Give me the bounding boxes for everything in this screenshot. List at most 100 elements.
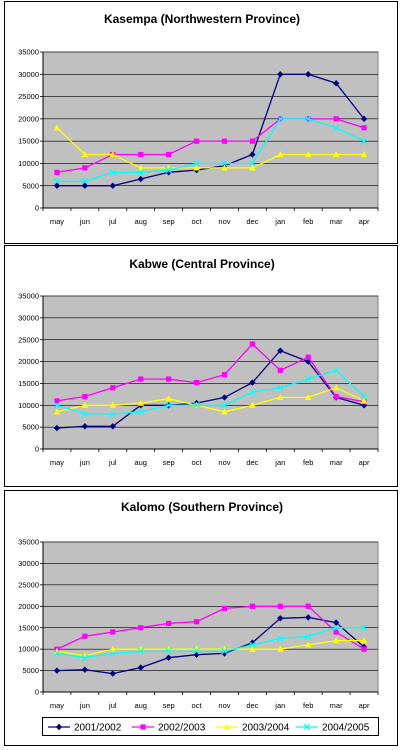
data-point-triangle [81,401,89,408]
x-tick-label: apr [359,217,370,226]
data-point-x [137,169,144,176]
data-point-x [360,137,368,145]
data-point-diamond [360,115,368,123]
data-point-square [82,165,88,171]
series-line-4 [56,627,364,659]
data-point-triangle [165,395,172,402]
data-point-triangle [332,384,340,391]
x-tick-label: aug [134,217,147,226]
data-point-square [138,376,144,382]
series-line-3 [56,387,365,413]
chart-title-kabwe: Kabwe (Central Province) [129,257,274,271]
y-tick-label: 0 [35,204,39,213]
x-tick-label: jul [108,458,117,467]
data-point-x [277,384,284,392]
data-point-x [221,648,228,655]
data-point-triangle [332,637,340,644]
legend-label: 2003/2004 [242,723,290,734]
x-tick-label: apr [359,458,370,467]
series-line-4 [57,118,365,182]
x-tick-label: mar [330,458,343,467]
data-point-diamond [332,80,340,87]
data-point-diamond [109,182,116,189]
x-tick-label: feb [303,701,313,710]
data-point-diamond [249,151,256,158]
data-point-triangle [81,151,89,158]
data-point-triangle [109,151,116,158]
y-tick-label: 30000 [18,559,39,568]
legend-marker-square [140,724,146,730]
data-point-diamond [81,182,89,189]
legend-marker-x [303,723,311,731]
x-tick-label: sep [163,217,175,226]
data-point-triangle [53,124,61,131]
x-tick-label: jul [108,217,117,226]
data-point-triangle [249,164,256,171]
series-line-2 [56,343,365,403]
data-point-triangle [332,151,340,158]
data-point-triangle [305,641,312,648]
data-point-square [138,151,144,158]
data-point-diamond [109,670,116,677]
data-point-square [166,376,172,382]
data-point-triangle [193,164,200,171]
data-point-triangle [137,164,144,171]
data-point-triangle [360,637,368,644]
data-point-diamond [249,379,256,386]
data-point-triangle [360,151,368,158]
data-point-square [361,125,367,131]
data-point-diamond [137,664,144,671]
y-tick-label: 30000 [18,313,39,322]
data-point-square [333,629,339,635]
data-point-diamond [277,347,284,354]
y-tick-label: 5000 [22,423,39,432]
y-tick-label: 15000 [18,623,39,632]
data-point-square [249,138,255,144]
data-point-diamond [305,71,312,78]
data-point-square [305,603,311,609]
y-tick-label: 35000 [18,48,39,57]
data-point-diamond [305,614,312,621]
data-point-diamond [277,71,284,78]
data-point-square [110,629,116,635]
data-point-triangle [277,151,284,158]
data-point-x [109,169,117,176]
x-tick-label: jan [274,701,285,710]
data-point-triangle [109,401,116,408]
data-point-diamond [81,423,89,430]
series-line-3 [56,639,364,657]
series-line-3 [56,127,364,169]
y-tick-label: 20000 [18,114,39,123]
x-tick-label: mar [330,217,343,226]
chart-kalomo: 0 5000 10000 15000 20000 25000 30000 35000 may ju… [18,538,379,710]
data-point-diamond [137,175,144,183]
legend-label: 2002/2003 [158,723,206,734]
data-point-x [53,402,61,409]
x-tick-label: sep [163,458,175,467]
data-point-triangle [249,401,256,408]
data-point-square [221,605,228,612]
x-tick-label: aug [134,458,147,467]
data-point-x [249,641,256,649]
data-point-x [109,650,117,657]
y-tick-label: 15000 [18,137,39,146]
data-point-square [277,367,283,373]
data-point-triangle [305,394,312,401]
data-point-x [137,648,144,655]
y-tick-label: 25000 [18,335,39,344]
data-point-diamond [193,651,200,658]
data-point-x [165,648,172,655]
data-point-x [249,388,256,396]
data-point-triangle [221,408,228,415]
data-point-square [277,603,283,609]
data-point-square [138,625,144,631]
data-point-triangle [360,397,368,404]
y-tick-label: 35000 [18,292,39,301]
y-tick-label: 20000 [18,602,39,611]
data-point-x [332,367,340,374]
y-tick-label: 25000 [18,92,39,101]
data-point-diamond [109,423,116,430]
legend-label: 2001/2002 [74,723,122,734]
plot-area [42,541,379,693]
